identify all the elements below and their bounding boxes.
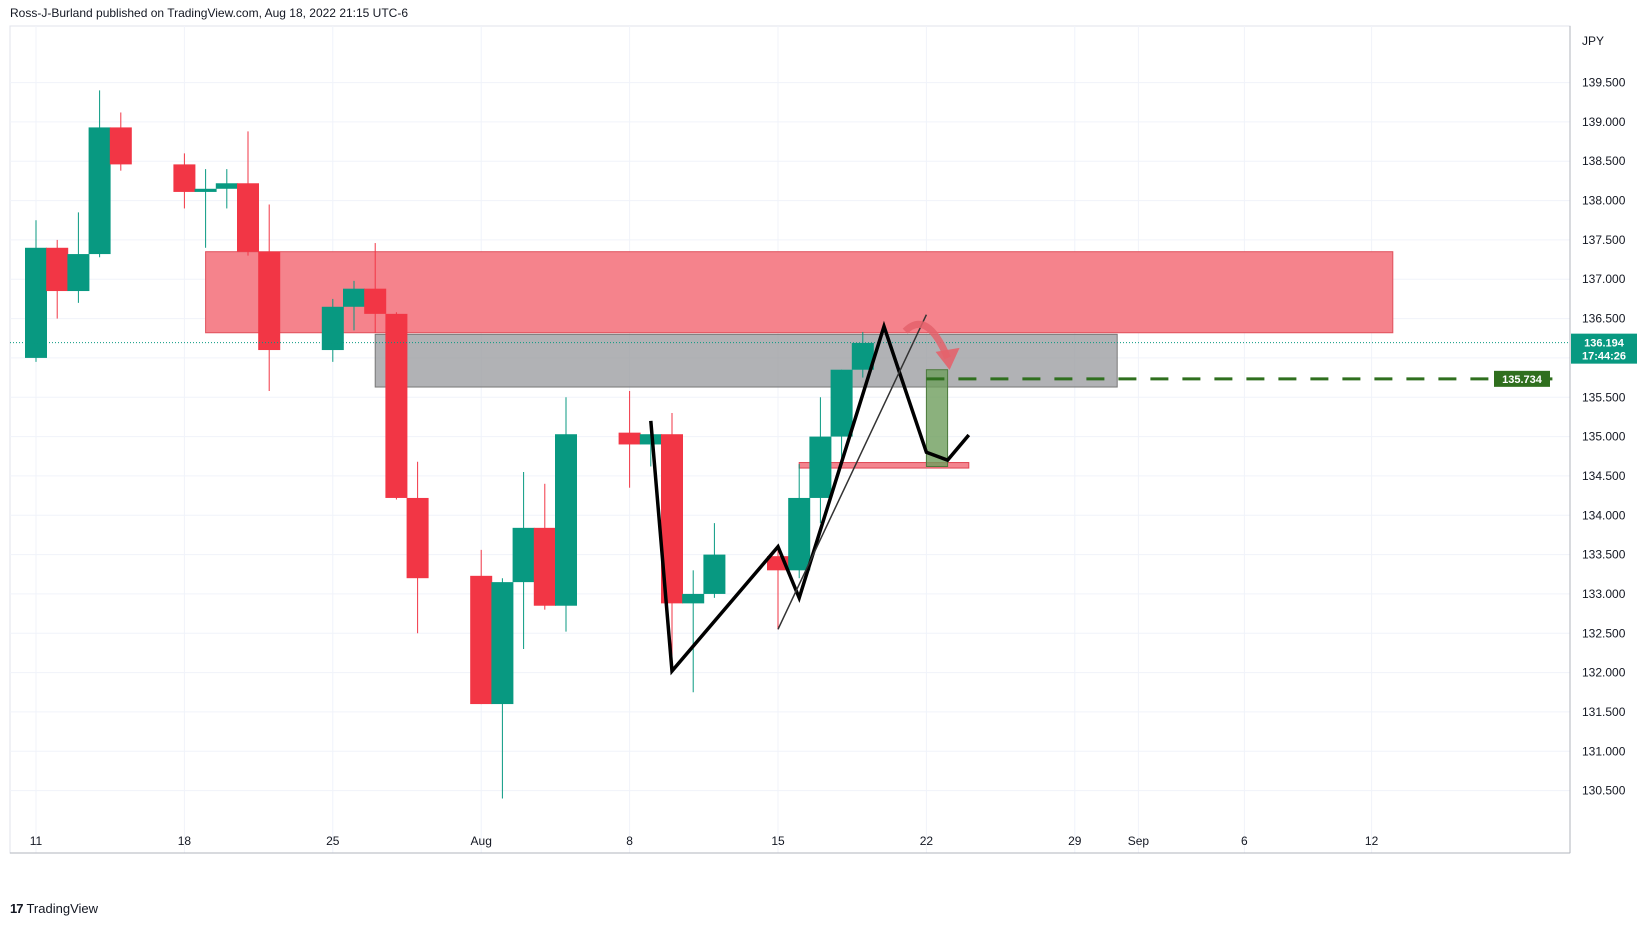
current-price-value: 136.194 [1584,338,1625,350]
x-tick-label: 18 [178,834,192,848]
candle-body [215,183,238,189]
candle-body [809,436,832,498]
y-tick-label: 138.500 [1582,154,1626,168]
candle-body [364,288,387,314]
x-tick-label: 12 [1365,834,1379,848]
x-tick-label: 29 [1068,834,1082,848]
candle-body [385,313,408,498]
candle-body [830,369,853,437]
candle-body [194,188,217,192]
candle-body [258,251,281,351]
short-target-box [925,369,949,467]
publisher-header: Ross-J-Burland published on TradingView.… [10,6,409,20]
current-price-countdown: 17:44:26 [1582,351,1626,363]
candle-body [109,127,132,165]
candle-body [343,288,365,307]
y-tick-label: 136.500 [1582,312,1626,326]
candle-body [682,593,705,604]
y-tick-label: 133.500 [1582,548,1626,562]
candle-body [88,127,111,255]
trend-line-thin [777,314,928,630]
y-tick-label: 139.500 [1582,76,1626,90]
y-tick-label: 137.500 [1582,233,1626,247]
x-tick-label: Sep [1128,834,1150,848]
candle-body [851,342,874,370]
y-tick-label: 131.500 [1582,705,1626,719]
x-tick-label: 8 [626,834,633,848]
y-tick-label: 137.000 [1582,272,1626,286]
x-tick-label: 25 [326,834,340,848]
y-tick-label: 131.000 [1582,744,1626,758]
candle-body [237,183,259,252]
tradingview-logo-icon: 17 [10,901,24,916]
x-tick-label: 6 [1241,834,1248,848]
y-tick-label: 135.500 [1582,390,1626,404]
candle-body [406,497,429,579]
candle-body [25,247,47,358]
y-tick-label: 134.000 [1582,508,1626,522]
candle-body [512,527,535,583]
y-tick-label: 132.000 [1582,666,1626,680]
y-tick-label: 130.500 [1582,784,1626,798]
y-tick-label: 139.000 [1582,115,1626,129]
target-price-tag [1494,370,1550,387]
x-tick-label: 22 [920,834,934,848]
candle-body [470,575,493,705]
candle-body [491,582,514,705]
w-pattern-bold [649,320,971,676]
curved-arrow-head [935,347,960,370]
candle-body [46,247,69,292]
candles-layer [25,90,874,799]
axes-layer: 139.500 139.000 138.500 138.000 137.500 137.0… [10,26,1637,854]
x-tick-label: Aug [471,834,492,848]
y-tick-label: 132.500 [1582,626,1626,640]
x-tick-label: 11 [30,834,43,848]
y-tick-label: 135.000 [1582,430,1626,444]
current-price-tag [1571,333,1637,364]
y-tick-label: 133.000 [1582,587,1626,601]
candle-body [173,164,196,192]
candle-body [788,497,811,571]
currency-label: JPY [1582,34,1604,48]
tradingview-logo-text: TradingView [26,901,99,916]
y-tick-label: 138.000 [1582,194,1626,208]
x-tick-label: 15 [771,834,785,848]
candle-body [703,554,726,594]
candle-body [618,432,641,445]
tradingview-logo[interactable]: 17 TradingView [10,901,98,916]
curved-arrow [902,320,951,360]
target-price-value: 135.734 [1502,374,1543,386]
candle-body [321,306,344,351]
overlays-layer [10,314,1570,676]
candle-body [533,527,556,606]
plot-area [9,25,1571,854]
y-tick-label: 134.500 [1582,469,1626,483]
grid-lines [9,25,1571,854]
candle-body [661,434,683,604]
candle-body [555,434,577,606]
candle-body [67,254,90,292]
